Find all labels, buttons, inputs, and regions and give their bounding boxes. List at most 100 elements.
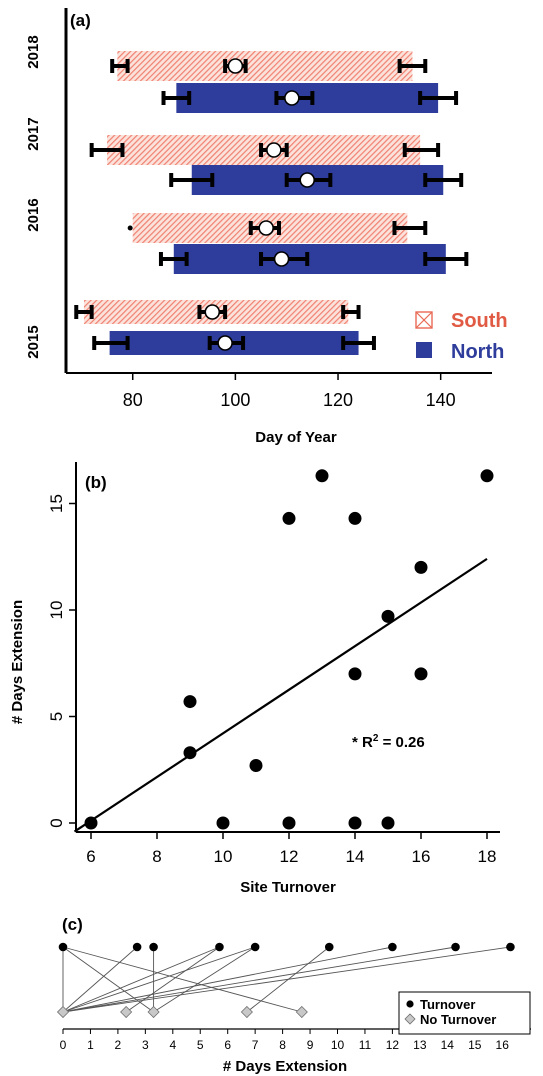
year-label-2016: 2016 [25, 198, 42, 231]
panel-a-x-tick-label: 100 [220, 390, 250, 410]
scatter-point-15 [480, 469, 494, 483]
panel-b: (b) 6 8 10 12 14 16 18 0 5 10 15 Site Turnover # D… [9, 462, 500, 896]
panel-b-x-tick-label: 18 [478, 847, 497, 866]
panel-a-legend: South North [415, 310, 508, 363]
panel-c-x-tick-label: 2 [115, 1038, 122, 1052]
south-bar-2018 [117, 51, 413, 81]
panel-c-x-tick-label: 5 [197, 1038, 204, 1052]
scatter-point-5 [282, 511, 296, 525]
scatter-point-8 [348, 511, 362, 525]
legend-no-turnover-marker [404, 1013, 416, 1025]
turnover-point-0 [58, 942, 68, 952]
scatter-point-3 [216, 816, 230, 830]
regression-line [73, 557, 488, 833]
panel-b-label: (b) [85, 473, 107, 492]
turnover-point-5 [324, 942, 334, 952]
link-line-5 [62, 946, 220, 1013]
scatter-point-1 [183, 695, 197, 709]
panel-c-x-tick-label: 0 [60, 1038, 67, 1052]
r-squared-value: = 0.26 [378, 734, 424, 751]
south-start-err-2017 [89, 143, 125, 157]
panel-b-x-tick-label: 14 [346, 847, 365, 866]
scatter-point-7 [315, 469, 329, 483]
turnover-point-8 [506, 942, 515, 952]
north-end-err-2018 [418, 91, 459, 105]
panel-c-x-tick-label: 9 [307, 1038, 314, 1052]
link-line-3 [62, 946, 138, 1013]
scatter-point-10 [348, 816, 362, 830]
north-end-err-2017 [423, 173, 464, 187]
panel-b-x-tick-label: 6 [86, 847, 95, 866]
turnover-point-2 [149, 942, 158, 952]
north-start-err-2015 [92, 336, 130, 350]
panel-c-x-tick-label: 12 [386, 1038, 400, 1052]
r-squared-sup: 2 [373, 733, 379, 744]
south-start-err-2016 [127, 225, 133, 231]
south-end-err-2017 [402, 143, 441, 157]
south-start-err-2018 [110, 59, 130, 73]
north-end-err-2015 [341, 336, 376, 350]
scatter-point-2 [183, 746, 197, 760]
south-end-err-2016 [392, 221, 428, 235]
north-mean-point-2017 [299, 172, 316, 188]
panel-b-y-tick-label: 0 [47, 818, 66, 827]
panel-b-x-tick-label: 10 [214, 847, 233, 866]
panel-c-x-label: # Days Extension [223, 1058, 347, 1075]
no-turnover-point-0 [56, 1005, 70, 1019]
no-turnover-point-1 [120, 1005, 133, 1019]
north-mean-point-2018 [284, 90, 300, 106]
panel-b-x-label: Site Turnover [240, 879, 336, 896]
r-squared-annotation: * R2 = 0.26 [352, 733, 425, 751]
panel-c-x-tick-label: 6 [224, 1038, 231, 1052]
link-line-2 [62, 946, 302, 1013]
panel-a-label: (a) [70, 11, 91, 30]
r-squared-prefix: * R [352, 734, 373, 751]
scatter-point-14 [414, 667, 428, 681]
scatter-point-13 [414, 560, 428, 574]
north-mean-point-2016 [273, 251, 290, 267]
panel-c-x-tick-label: 1 [87, 1038, 94, 1052]
south-end-err-2018 [397, 59, 428, 73]
panel-c-x-tick-label: 15 [468, 1038, 482, 1052]
south-end-err-2015 [341, 305, 361, 319]
year-label-2015: 2015 [25, 325, 42, 358]
north-start-err-2018 [161, 91, 192, 105]
turnover-point-6 [388, 942, 397, 952]
north-start-err-2017 [169, 173, 215, 187]
scatter-point-12 [381, 816, 395, 830]
panel-a-x-tick-label: 140 [426, 390, 456, 410]
panel-c-legend-box [398, 991, 531, 1035]
panel-c-x-tick-label: 8 [279, 1038, 286, 1052]
panel-c-x-tick-label: 16 [496, 1038, 510, 1052]
panel-a-x-tick-label: 80 [123, 390, 143, 410]
legend-no-turnover-label: No Turnover [420, 1012, 496, 1027]
legend-south-label: South [451, 310, 508, 332]
north-bar-2016 [173, 244, 446, 274]
legend-north-label: North [451, 341, 504, 363]
link-line-10 [62, 946, 393, 1013]
no-turnover-point-2 [147, 1005, 160, 1019]
link-line-8 [153, 946, 256, 1013]
link-line-12 [62, 946, 511, 1013]
panel-c-x-tick-label: 14 [441, 1038, 455, 1052]
south-mean-point-2017 [266, 142, 282, 158]
panel-b-x-tick-label: 12 [280, 847, 299, 866]
panel-b-y-tick-label: 10 [47, 601, 66, 620]
legend-turnover-label: Turnover [420, 997, 475, 1012]
panel-b-x-tick-label: 8 [152, 847, 161, 866]
link-line-11 [62, 946, 456, 1013]
scatter-point-4 [249, 758, 263, 772]
north-start-err-2016 [158, 252, 189, 266]
link-line-7 [62, 946, 256, 1013]
legend-turnover-marker [406, 1000, 414, 1008]
panel-a-x-tick-label: 120 [323, 390, 353, 410]
panel-c-x-tick-label: 3 [142, 1038, 149, 1052]
panel-c-x-tick-label: 10 [331, 1038, 345, 1052]
south-mean-point-2016 [258, 220, 274, 236]
panel-c-label: (c) [62, 915, 83, 934]
panel-a-x-label: Day of Year [255, 429, 337, 446]
turnover-point-7 [451, 942, 460, 952]
panel-b-y-tick-label: 5 [47, 712, 66, 721]
panel-c-x-tick-label: 11 [359, 1038, 372, 1052]
north-end-err-2016 [423, 252, 469, 266]
